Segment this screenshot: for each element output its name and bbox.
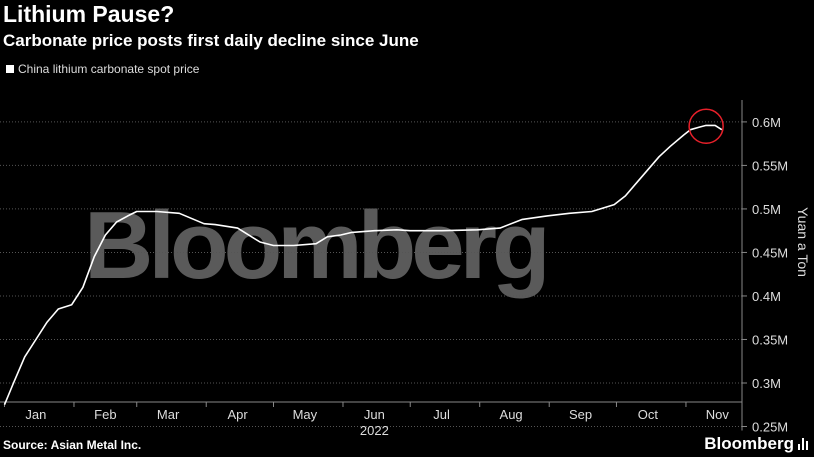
y-tick-label: 0.45M <box>752 245 788 260</box>
y-tick-label: 0.5M <box>752 202 781 217</box>
x-tick-label: Aug <box>500 407 523 422</box>
x-tick-label: Nov <box>706 407 730 422</box>
y-tick-label: 0.35M <box>752 332 788 347</box>
x-tick-label: Jan <box>25 407 46 422</box>
x-tick-label: Jul <box>433 407 450 422</box>
y-tick-label: 0.55M <box>752 158 788 173</box>
x-tick-label: Oct <box>638 407 659 422</box>
watermark-text: Bloomberg <box>84 192 546 299</box>
x-tick-label: Apr <box>228 407 249 422</box>
chart-subtitle: Carbonate price posts first daily declin… <box>3 31 419 50</box>
x-tick-label: Jun <box>364 407 385 422</box>
brand-text: Bloomberg <box>704 434 794 453</box>
x-tick-label: Feb <box>94 407 116 422</box>
highlight-circle <box>688 108 724 145</box>
series-line-china-lithium-carbonate <box>3 124 723 406</box>
x-tick-label: Sep <box>569 407 592 422</box>
brand-logo: Bloomberg <box>704 434 808 454</box>
y-tick-label: 0.4M <box>752 289 781 304</box>
chart-title: Lithium Pause? <box>3 1 175 27</box>
y-tick-label: 0.25M <box>752 420 788 435</box>
y-tick-label: 0.3M <box>752 376 781 391</box>
x-axis-year-label: 2022 <box>360 423 389 438</box>
x-tick-label: Mar <box>157 407 180 422</box>
y-tick-label: 0.6M <box>752 115 781 130</box>
legend-swatch <box>6 65 14 73</box>
bar-chart-icon <box>798 438 808 450</box>
legend-label: China lithium carbonate spot price <box>18 62 200 76</box>
x-tick-label: May <box>293 407 318 422</box>
legend: China lithium carbonate spot price <box>6 62 199 76</box>
source-note: Source: Asian Metal Inc. <box>3 438 142 452</box>
y-axis-title: Yuan a Ton <box>795 207 811 277</box>
